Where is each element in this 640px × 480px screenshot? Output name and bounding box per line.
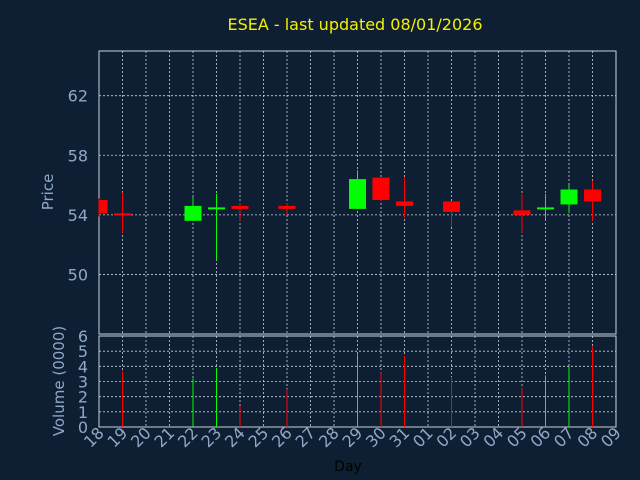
- candle: [513, 193, 531, 233]
- candle-body: [278, 205, 296, 209]
- candle-body: [513, 210, 531, 215]
- volume-y-tick-label: 0: [78, 418, 88, 437]
- candle: [278, 202, 296, 215]
- candle: [231, 202, 249, 221]
- candle: [396, 177, 413, 218]
- candle: [560, 185, 578, 214]
- chart-title: ESEA - last updated 08/01/2026: [227, 15, 482, 34]
- candles: [98, 170, 601, 260]
- candle-body: [396, 201, 413, 206]
- x-axis-label: Day: [334, 459, 362, 475]
- volume-y-tick-label: 3: [78, 373, 88, 392]
- price-y-tick-label: 58: [68, 146, 88, 165]
- price-y-tick-label: 62: [68, 87, 88, 106]
- volume-y-tick-label: 1: [78, 403, 88, 422]
- volume-bars: [122, 346, 593, 427]
- volume-y-tick-label: 2: [78, 388, 88, 407]
- volume-axis-label: Volume (0000): [50, 326, 68, 436]
- candle: [208, 193, 225, 260]
- candle: [114, 192, 131, 233]
- candle: [584, 180, 601, 221]
- price-y-tick-label: 54: [68, 206, 88, 225]
- candle-body: [208, 207, 225, 210]
- candle-body: [372, 177, 390, 200]
- candle-body: [560, 189, 578, 205]
- candle: [443, 201, 460, 227]
- candle-body: [443, 201, 460, 212]
- candle-body: [114, 213, 131, 216]
- price-axis-label: Price: [39, 174, 57, 211]
- candle-body: [537, 207, 554, 210]
- volume-y-tick-label: 6: [78, 327, 88, 346]
- candle-body: [349, 179, 366, 209]
- candle: [349, 170, 366, 209]
- candle: [537, 193, 554, 221]
- x-tick-label: 09: [597, 423, 625, 451]
- volume-y-tick-label: 4: [78, 357, 88, 376]
- candle: [372, 177, 390, 202]
- candle-body: [99, 199, 108, 214]
- price-y-ticks: 50 54 58 62: [68, 87, 88, 285]
- candle: [98, 198, 108, 217]
- volume-y-tick-label: 5: [78, 342, 88, 361]
- candle-body: [584, 189, 601, 202]
- candle-body: [184, 205, 202, 221]
- price-y-tick-label: 50: [68, 265, 88, 284]
- candle: [184, 196, 202, 221]
- candle-body: [231, 205, 249, 209]
- x-ticks: 1819202122232425262728293031010203040506…: [80, 423, 625, 451]
